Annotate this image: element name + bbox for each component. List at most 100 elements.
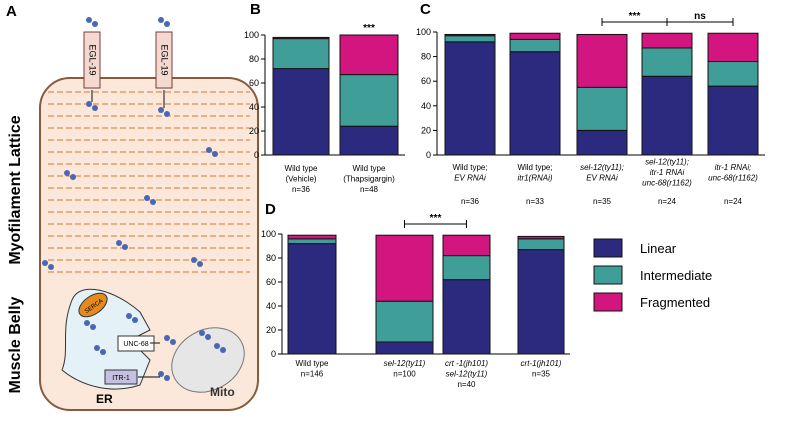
- bar-segment: [375, 341, 434, 355]
- bar-segment: [517, 238, 565, 251]
- bar-segment: [442, 279, 491, 355]
- legend-label: Linear: [640, 241, 677, 256]
- y-tick-label: 100: [416, 27, 431, 37]
- ion: [86, 17, 92, 23]
- region-label: Myofilament Lattice: [7, 115, 24, 264]
- n-label: n=35: [593, 197, 612, 206]
- bar-segment: [576, 129, 628, 156]
- legend-swatch: [593, 265, 623, 285]
- ion: [158, 371, 164, 377]
- y-tick-label: 60: [249, 78, 259, 88]
- y-tick-label: 0: [254, 150, 259, 160]
- n-label: n=40: [457, 380, 476, 389]
- bar-segment: [339, 125, 399, 156]
- bar-segment: [375, 300, 434, 343]
- ion: [158, 107, 164, 113]
- ion: [144, 195, 150, 201]
- x-tick-label: unc-68(r1162): [708, 174, 758, 183]
- n-label: n=36: [292, 185, 311, 194]
- x-tick-label: Wild type: [285, 164, 318, 173]
- x-tick-label: (Vehicle): [285, 175, 316, 184]
- y-tick-label: 20: [266, 325, 276, 335]
- legend-swatch: [593, 292, 623, 312]
- ion: [132, 317, 138, 323]
- ion: [126, 313, 132, 319]
- bar-segment: [517, 249, 565, 355]
- panel-a: A Myofilament Lattice Muscle Belly EGL-1…: [6, 3, 259, 411]
- bar-segment: [707, 32, 759, 63]
- n-label: n=24: [658, 197, 677, 206]
- significance: ns: [694, 11, 706, 22]
- ion: [94, 345, 100, 351]
- ion: [48, 264, 54, 270]
- x-tick-label: EV RNAi: [454, 174, 486, 183]
- ion: [214, 343, 220, 349]
- ion: [42, 260, 48, 266]
- x-tick-label: Wild type: [353, 164, 386, 173]
- x-tick-label: EV RNAi: [586, 174, 618, 183]
- channel: [155, 31, 173, 89]
- ion: [64, 170, 70, 176]
- x-tick-label: sel-12(ty11): [384, 359, 426, 368]
- channel-label: EGL-19: [88, 44, 98, 75]
- n-label: n=36: [461, 197, 480, 206]
- protein-label: ITR-1: [112, 375, 130, 382]
- panel-label: B: [250, 1, 261, 18]
- x-tick-label: crt-1(jh101): [521, 359, 562, 368]
- x-tick-label: sel-12(ty11);: [645, 158, 689, 167]
- bar-segment: [509, 32, 561, 40]
- bar-segment: [444, 35, 496, 43]
- bar-segment: [707, 85, 759, 156]
- panel-label: C: [420, 1, 431, 18]
- mito: [171, 327, 245, 393]
- x-tick-label: crt -1(jh101): [445, 359, 488, 368]
- organelle-label: ER: [96, 392, 113, 406]
- x-tick-label: itr1(RNAi): [517, 174, 552, 183]
- y-tick-label: 80: [421, 52, 431, 62]
- y-tick-label: 40: [421, 101, 431, 111]
- panel-label: A: [6, 3, 17, 20]
- ion: [90, 324, 96, 330]
- bar-segment: [287, 234, 337, 240]
- x-tick-label: Wild type: [296, 359, 329, 368]
- legend-swatch: [593, 238, 623, 258]
- y-tick-label: 40: [266, 301, 276, 311]
- bar-segment: [509, 51, 561, 156]
- bar-segment: [287, 238, 337, 245]
- n-label: n=100: [393, 370, 416, 379]
- ion: [84, 320, 90, 326]
- ion: [164, 21, 170, 27]
- calcium-ions: [42, 17, 226, 381]
- channel: [83, 31, 101, 89]
- x-tick-label: itr-1 RNAi;: [715, 163, 752, 172]
- region-label: Muscle Belly: [7, 296, 24, 393]
- channel-label: EGL-19: [160, 44, 170, 75]
- significance: ***: [430, 213, 442, 224]
- y-tick-label: 20: [421, 125, 431, 135]
- bar-segment: [509, 38, 561, 53]
- ion: [206, 147, 212, 153]
- n-label: n=146: [301, 370, 324, 379]
- bar-segment: [444, 41, 496, 156]
- ion: [199, 330, 205, 336]
- bar-segment: [272, 68, 330, 156]
- bar-segment: [517, 235, 565, 240]
- x-tick-label: Wild type;: [452, 163, 487, 172]
- protein-label: UNC-68: [123, 341, 148, 348]
- ion: [86, 101, 92, 107]
- bar-segment: [287, 243, 337, 355]
- ion: [100, 349, 106, 355]
- serca: [78, 292, 108, 318]
- x-tick-label: sel-12(ty11);: [580, 163, 624, 172]
- bar-segment: [272, 38, 330, 70]
- ion: [164, 375, 170, 381]
- y-tick-label: 60: [421, 76, 431, 86]
- ion: [164, 335, 170, 341]
- x-tick-label: unc-68(r1162): [642, 179, 692, 188]
- x-tick-label: itr-1 RNAi: [650, 168, 685, 177]
- ion: [164, 111, 170, 117]
- n-label: n=35: [532, 370, 551, 379]
- bar-segment: [641, 47, 693, 77]
- y-tick-label: 40: [249, 102, 259, 112]
